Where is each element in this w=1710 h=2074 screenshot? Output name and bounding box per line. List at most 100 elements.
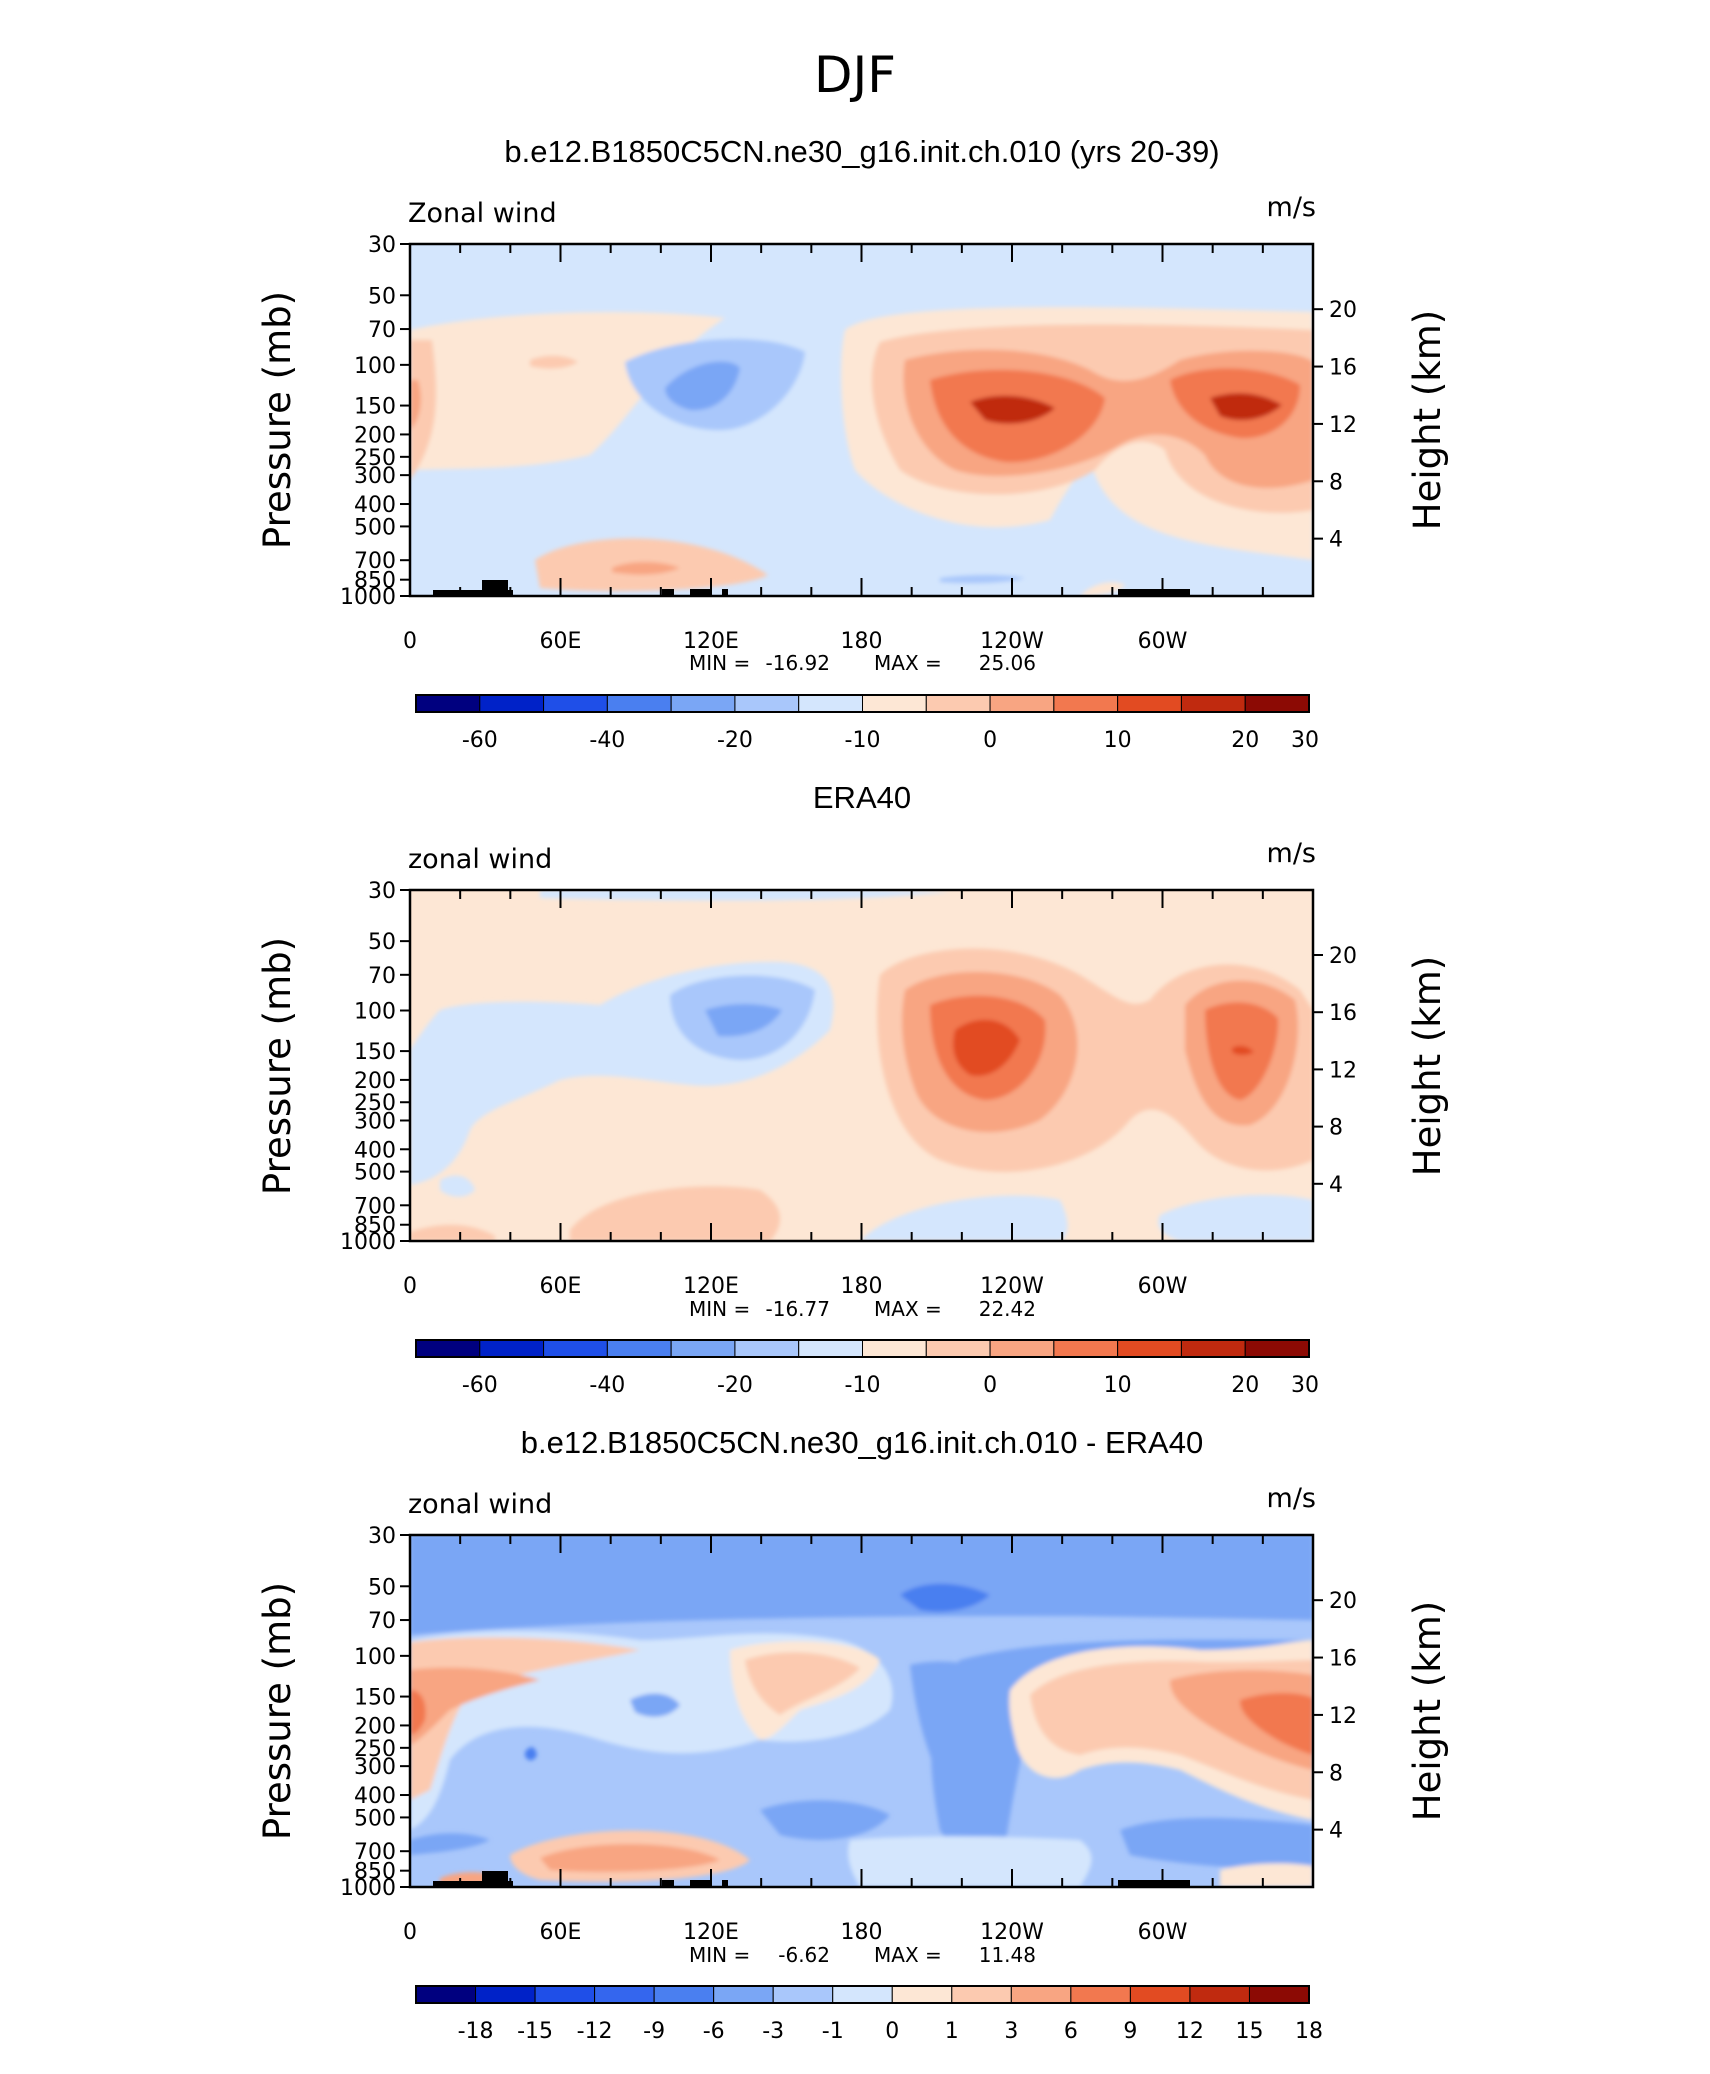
axis-tick-marks <box>409 244 1314 596</box>
x-tick-label: 60E <box>540 1274 582 1299</box>
colorbar-swatch <box>415 1985 477 2004</box>
y-tick-label: 400 <box>354 493 396 518</box>
colorbar-swatch <box>534 1985 596 2004</box>
colorbar-tick-label: -1 <box>822 2019 844 2044</box>
colorbar-tick-label: 9 <box>1123 2019 1137 2044</box>
y-tick-label: 100 <box>354 354 396 379</box>
colorbar-swatch <box>734 1339 800 1358</box>
y-tick-label: 250 <box>354 1091 396 1116</box>
contour-cool-region <box>665 361 740 411</box>
colorbar-frame <box>415 694 1310 713</box>
colorbar-swatch <box>1070 1985 1131 2004</box>
min-label: MIN = <box>689 1297 750 1321</box>
topography-mask <box>690 1880 712 1887</box>
min-value: -16.92 <box>766 651 830 675</box>
y2-tick-label: 12 <box>1329 1704 1357 1729</box>
panel-title: ERA40 <box>813 780 911 815</box>
contour-warm-region <box>410 380 421 430</box>
colorbar-tick-label: 6 <box>1064 2019 1078 2044</box>
x-tick-label: 0 <box>403 629 417 654</box>
colorbar-swatch <box>832 1985 893 2004</box>
y-tick-label: 1000 <box>340 1876 396 1901</box>
y-tick-label: 50 <box>368 930 396 955</box>
colorbar-tick-label: 3 <box>1004 2019 1018 2044</box>
y2-tick-label: 20 <box>1329 1589 1357 1614</box>
colorbar-swatch <box>1117 694 1182 713</box>
contour-field <box>410 244 1313 596</box>
topography <box>433 580 1190 596</box>
y-tick-label: 500 <box>354 1161 396 1186</box>
colorbar-tick-label: -10 <box>845 1373 881 1398</box>
colorbar-tick-label: 15 <box>1235 2019 1263 2044</box>
colorbar-tick-label: -15 <box>517 2019 553 2044</box>
colorbar-tick-label: -20 <box>717 1373 753 1398</box>
height-axis: 20 16 12 8 4 <box>1313 944 1357 1198</box>
colorbar-tick-label: -60 <box>462 728 498 753</box>
y2-tick-label: 8 <box>1329 1116 1343 1141</box>
y-tick-label: 700 <box>354 1194 396 1219</box>
contour-cool-region <box>410 1535 1313 1635</box>
x-tick-label: 120E <box>683 629 739 654</box>
y-tick-label: 850 <box>354 569 396 594</box>
colorbar-swatch <box>1244 694 1310 713</box>
contour-warm-region <box>1240 1693 1313 1755</box>
colorbar-swatch <box>989 1339 1055 1358</box>
topography-mask <box>433 1871 513 1887</box>
colorbar-swatch <box>543 1339 608 1358</box>
colorbar-swatch <box>594 1985 655 2004</box>
colorbar-swatch <box>862 694 927 713</box>
y-tick-label: 70 <box>368 964 396 989</box>
colorbar-tick-label: -9 <box>643 2019 665 2044</box>
min-value: -16.77 <box>766 1297 830 1321</box>
x-tick-label: 0 <box>403 1274 417 1299</box>
colorbar-tick-label: -60 <box>462 1373 498 1398</box>
colorbar-swatch <box>1010 1985 1072 2004</box>
x-tick-label: 120W <box>980 1920 1044 1945</box>
panel-title: b.e12.B1850C5CN.ne30_g16.init.ch.010 - E… <box>521 1425 1203 1460</box>
colorbar: -60 -40 -20 -10 0 10 20 30 <box>415 694 1319 753</box>
colorbar-tick-label: -10 <box>845 728 881 753</box>
colorbar-tick-label: 0 <box>983 1373 997 1398</box>
y2-tick-label: 16 <box>1329 356 1357 381</box>
colorbar-swatch <box>862 1339 927 1358</box>
variable-label: zonal wind <box>408 1489 552 1520</box>
colorbar: -60 -40 -20 -10 0 10 20 30 <box>415 1339 1319 1398</box>
min-max-stats: MIN = -16.77 MAX = 22.42 <box>689 1297 1036 1321</box>
variable-label: zonal wind <box>408 844 552 875</box>
colorbar-frame <box>415 1339 1310 1358</box>
contour-cool-region <box>1120 1818 1313 1870</box>
height-axis: 20 16 12 8 4 <box>1313 298 1357 553</box>
y2-axis-label: Height (km) <box>1406 310 1449 530</box>
panel-difference: b.e12.B1850C5CN.ne30_g16.init.ch.010 - E… <box>256 1425 1449 2044</box>
colorbar-swatch <box>925 694 991 713</box>
colorbar-tick-label: 10 <box>1104 1373 1132 1398</box>
y2-axis-label: Height (km) <box>1406 956 1449 1176</box>
contour-warm-region <box>953 1019 1020 1076</box>
colorbar-swatch <box>1053 1339 1119 1358</box>
y-tick-label: 100 <box>354 1000 396 1025</box>
longitude-axis: 0 60E 120E 180 120W 60W <box>403 629 1188 654</box>
y2-axis-label: Height (km) <box>1406 1601 1449 1821</box>
colorbar-swatch <box>1244 1339 1310 1358</box>
colorbar-swatch <box>1189 1985 1250 2004</box>
colorbar-tick-label: 20 <box>1231 1373 1259 1398</box>
x-tick-label: 120W <box>980 1274 1044 1299</box>
y-tick-label: 200 <box>354 1714 396 1739</box>
contour-warm-region <box>410 1690 426 1735</box>
contour-cool-region <box>940 575 1025 584</box>
max-label: MAX = <box>874 651 942 675</box>
y-tick-label: 300 <box>354 1109 396 1134</box>
colorbar-frame <box>415 1985 1310 2004</box>
y-tick-label: 500 <box>354 1806 396 1831</box>
y2-tick-label: 8 <box>1329 470 1343 495</box>
y-axis-label: Pressure (mb) <box>256 937 299 1195</box>
longitude-axis: 0 60E 120E 180 120W 60W <box>403 1920 1188 1945</box>
y-tick-label: 300 <box>354 1755 396 1780</box>
colorbar-swatch <box>891 1985 953 2004</box>
colorbar-tick-label: 12 <box>1176 2019 1204 2044</box>
y-tick-label: 400 <box>354 1784 396 1809</box>
y-tick-label: 30 <box>368 233 396 258</box>
height-axis: 20 16 12 8 4 <box>1313 1589 1357 1844</box>
y-tick-label: 150 <box>354 1040 396 1065</box>
